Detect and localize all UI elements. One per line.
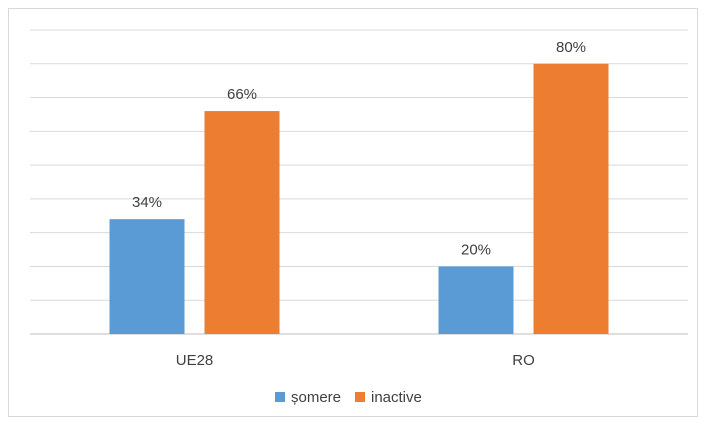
category-label-ro: RO bbox=[512, 352, 535, 369]
bar-ue28-somere bbox=[109, 219, 185, 334]
data-label-ro-somere: 20% bbox=[461, 241, 491, 258]
bars bbox=[109, 63, 609, 335]
legend: șomere inactive bbox=[275, 389, 422, 406]
category-axis: UE28 RO bbox=[176, 352, 535, 369]
legend-swatch-inactive bbox=[355, 392, 365, 402]
category-label-ue28: UE28 bbox=[176, 352, 214, 369]
bar-ro-somere bbox=[438, 266, 514, 334]
data-label-ue28-inactive: 66% bbox=[227, 86, 257, 103]
legend-swatch-somere bbox=[275, 392, 285, 402]
legend-label-inactive: inactive bbox=[371, 389, 422, 406]
data-labels: 34% 66% 20% 80% bbox=[132, 39, 586, 259]
data-label-ue28-somere: 34% bbox=[132, 194, 162, 211]
bar-ro-inactive bbox=[533, 63, 609, 335]
data-label-ro-inactive: 80% bbox=[556, 39, 586, 56]
legend-label-somere: șomere bbox=[291, 389, 341, 406]
bar-ue28-inactive bbox=[204, 111, 280, 334]
